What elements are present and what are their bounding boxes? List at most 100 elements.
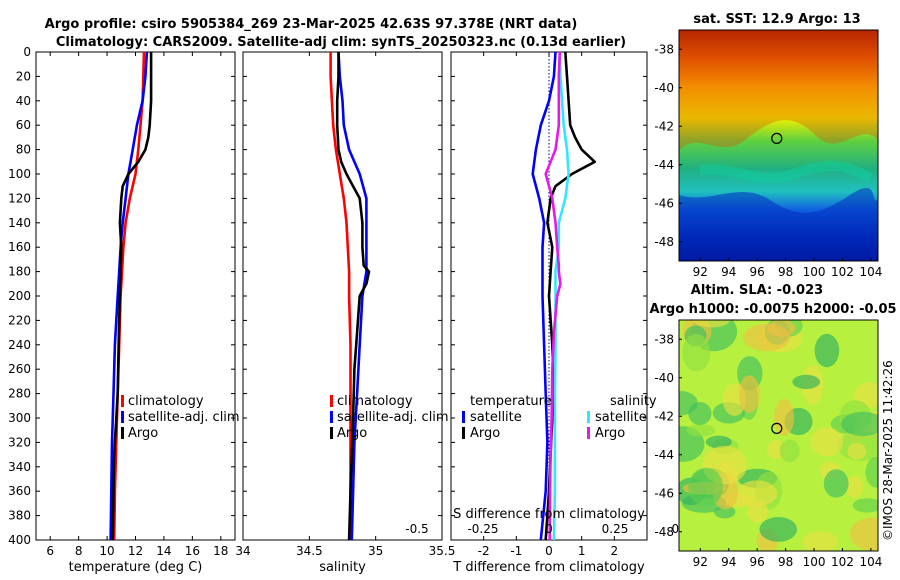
sla-blob (802, 531, 838, 551)
legend-swatch-s-argo (587, 427, 590, 439)
map-y-tick-label: -38 (654, 332, 674, 346)
legend-swatch-t-satellite (462, 411, 465, 423)
legend-swatch-t-argo (462, 427, 465, 439)
x-tick-label: 2 (611, 544, 619, 558)
sla-blob (738, 375, 760, 413)
y-tick-label: 140 (8, 216, 31, 230)
temperature-xlabel: temperature (deg C) (69, 560, 203, 575)
y-tick-label: 0 (23, 45, 31, 59)
sla-blob (847, 443, 867, 460)
map-x-tick-label: 96 (750, 265, 765, 279)
sla-heatmap (679, 320, 878, 551)
y-tick-label: 100 (8, 167, 31, 181)
salinity-panel: 34 34.5 35 35.5 salinity climatology satell… (235, 51, 456, 575)
y-tick-label: 160 (8, 240, 31, 254)
sst-cool-lobe (679, 188, 878, 261)
legend-label: Argo (595, 426, 625, 441)
map-y-tick-label: -40 (654, 371, 674, 385)
sla-blob (841, 411, 878, 437)
sla-blob (849, 517, 878, 551)
map-y-tick-label: -46 (654, 196, 674, 210)
x-tick-label: 35.5 (429, 544, 456, 558)
y-tick-label: 300 (8, 411, 31, 425)
map-x-tick-label: 92 (693, 265, 708, 279)
series-line-satellite-adj-clim (337, 51, 368, 541)
x-tick-label: -2 (478, 544, 490, 558)
x-tick-label: 1 (578, 544, 586, 558)
salinity-xlabel: salinity (319, 560, 366, 575)
sla-blob (810, 427, 844, 457)
y-tick-label: 60 (16, 118, 31, 132)
sla-blob (823, 469, 849, 498)
series-line-s-argo (544, 51, 562, 541)
sla-blob (705, 435, 732, 449)
s-difference-tick-label: 0.25 (602, 522, 629, 536)
salinity-difference-label: S difference from climatology (453, 507, 645, 522)
difference-legend: temperature salinity satellite Argo sate… (462, 394, 657, 441)
title-line-2: Climatology: CARS2009. Satellite-adj cli… (56, 35, 626, 50)
x-tick-label: 14 (156, 544, 171, 558)
temperature-axes-box (35, 51, 236, 541)
y-tick-label: 40 (16, 94, 31, 108)
series-line-t-satellite (531, 51, 557, 541)
sla-blob (686, 424, 716, 437)
sla-blob (792, 374, 820, 389)
sla-map-title-2: Argo h1000: -0.0075 h2000: -0.05 (649, 302, 896, 317)
map-y-tick-label: -44 (654, 158, 674, 172)
sla-blob (759, 517, 798, 542)
y-tick-label: 180 (8, 265, 31, 279)
sla-blob (852, 498, 878, 513)
x-tick-label: 18 (213, 544, 228, 558)
map-x-tick-label: 100 (803, 265, 826, 279)
x-tick-label: 8 (75, 544, 83, 558)
legend-label: climatology (337, 394, 413, 409)
series-line-s-satellite (552, 51, 570, 541)
sla-blob (865, 456, 878, 488)
sla-map-title-1: Altim. SLA: -0.023 (691, 283, 823, 298)
sla-blob (746, 501, 769, 523)
x-tick-label: 34.5 (296, 544, 323, 558)
sst-map: sat. SST: 12.9 Argo: 13 92 94 96 98 100 102 10… (654, 12, 882, 279)
y-tick-label: 360 (8, 484, 31, 498)
legend-label: Argo (128, 426, 158, 441)
y-tick-label: 400 (8, 533, 31, 547)
temperature-difference-xlabel: T difference from climatology (452, 560, 645, 575)
y-tick-label: 20 (16, 69, 31, 83)
sla-map: Altim. SLA: -0.023 Argo h1000: -0.0075 h… (649, 283, 896, 569)
legend-label: satellite-adj. clim (337, 410, 449, 425)
s-difference-tick-label: -0.5 (405, 522, 428, 536)
legend-swatch-argo (330, 427, 333, 439)
legend-label: satellite (470, 410, 522, 425)
map-y-tick-label: -48 (654, 525, 674, 539)
map-y-tick-label: -46 (654, 486, 674, 500)
sla-blob (693, 320, 730, 328)
temperature-legend: climatology satellite-adj. clim Argo (121, 394, 240, 441)
x-tick-label: 35 (368, 544, 383, 558)
argo-location-marker (771, 132, 783, 144)
map-y-tick-label: -42 (654, 409, 674, 423)
map-y-tick-label: -44 (654, 448, 674, 462)
legend-label: satellite (595, 410, 647, 425)
legend-label: Argo (337, 426, 367, 441)
sst-map-box (678, 29, 879, 262)
sla-blob (767, 320, 796, 337)
sla-blob (688, 402, 712, 425)
map-x-tick-label: 100 (803, 555, 826, 569)
legend-label: climatology (128, 394, 204, 409)
imos-watermark: ©IMOS 28-Mar-2025 11:42:26 (881, 360, 895, 541)
sla-blob (814, 333, 840, 368)
legend-label: satellite-adj. clim (128, 410, 240, 425)
x-tick-label: 0 (545, 544, 553, 558)
sla-blob (779, 439, 800, 463)
map-y-tick-label: -48 (654, 235, 674, 249)
salinity-legend: climatology satellite-adj. clim Argo (330, 394, 449, 441)
y-tick-label: 260 (8, 362, 31, 376)
map-x-tick-label: 98 (778, 265, 793, 279)
map-x-tick-label: 102 (831, 265, 854, 279)
sla-blob (736, 480, 778, 507)
y-tick-label: 220 (8, 313, 31, 327)
y-tick-label: 80 (16, 143, 31, 157)
map-x-tick-label: 96 (750, 555, 765, 569)
sla-blob (845, 475, 864, 498)
sla-blob (688, 467, 724, 507)
